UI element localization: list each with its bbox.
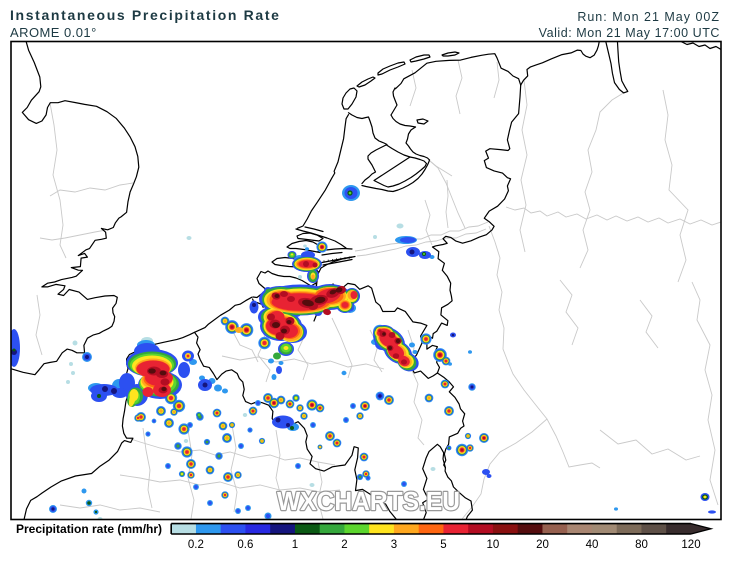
svg-text:20: 20 bbox=[536, 539, 549, 551]
svg-text:WXCHARTS.EU: WXCHARTS.EU bbox=[277, 488, 460, 516]
svg-text:0.2: 0.2 bbox=[188, 539, 204, 551]
svg-text:3: 3 bbox=[391, 539, 397, 551]
svg-text:10: 10 bbox=[487, 539, 500, 551]
svg-text:Run: Mon 21 May 00Z: Run: Mon 21 May 00Z bbox=[577, 10, 720, 24]
svg-text:5: 5 bbox=[440, 539, 446, 551]
svg-text:AROME 0.01°: AROME 0.01° bbox=[10, 25, 97, 40]
svg-text:Valid: Mon 21 May 17:00 UTC: Valid: Mon 21 May 17:00 UTC bbox=[539, 26, 720, 40]
svg-text:Precipitation rate (mm/hr): Precipitation rate (mm/hr) bbox=[16, 522, 162, 536]
svg-text:40: 40 bbox=[586, 539, 599, 551]
svg-text:Instantaneous Precipitation Ra: Instantaneous Precipitation Rate bbox=[10, 7, 281, 23]
svg-text:120: 120 bbox=[681, 539, 700, 551]
svg-text:0.6: 0.6 bbox=[237, 539, 253, 551]
svg-text:2: 2 bbox=[341, 539, 347, 551]
svg-text:80: 80 bbox=[635, 539, 648, 551]
svg-text:1: 1 bbox=[292, 539, 298, 551]
